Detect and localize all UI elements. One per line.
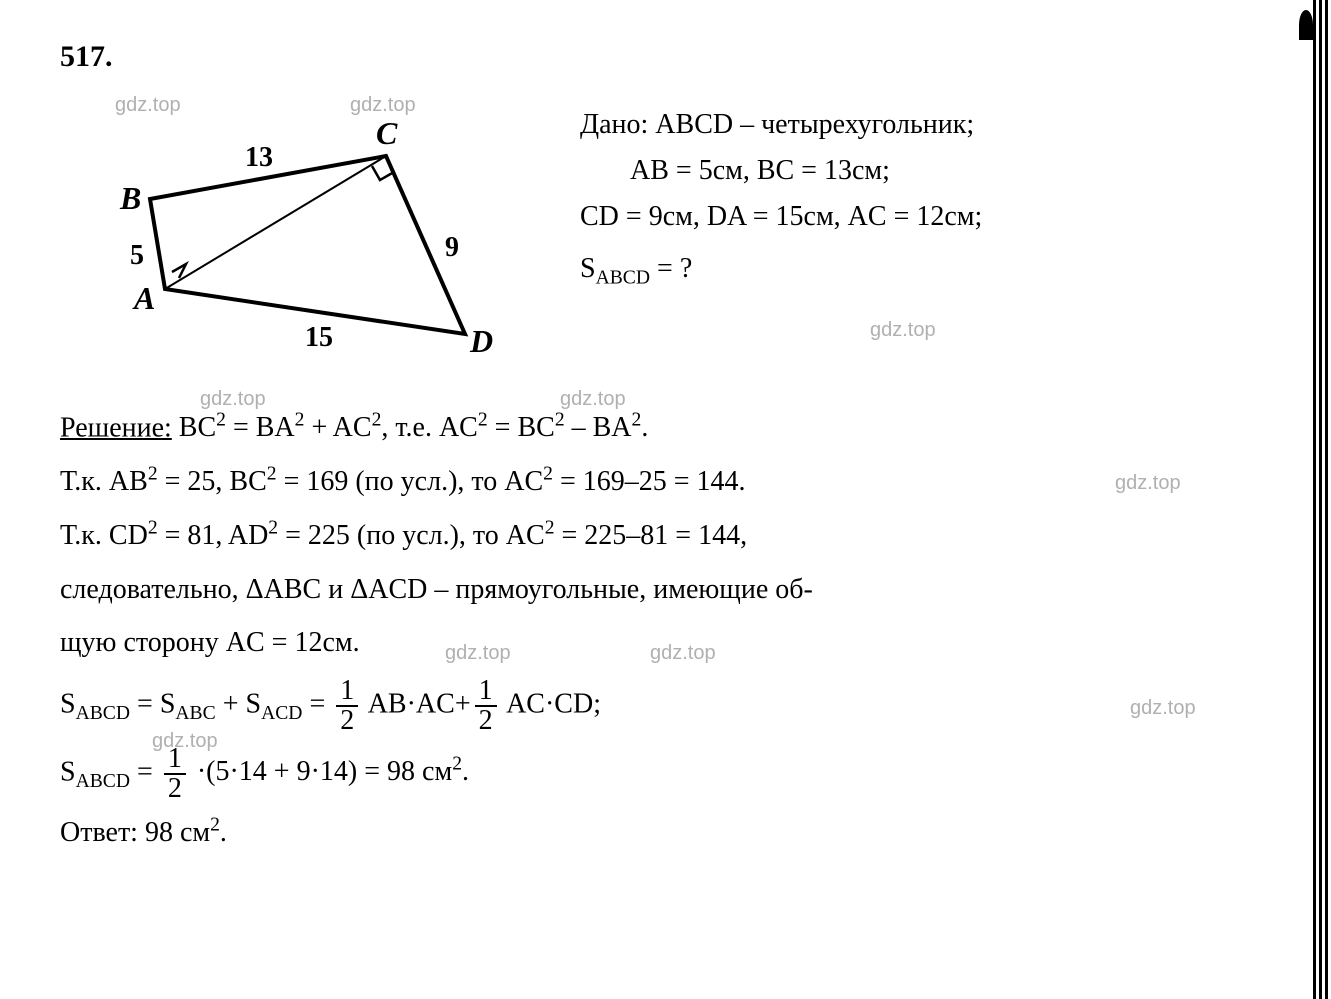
edge-label-ab: 5 xyxy=(130,240,144,271)
given-line-2: AB = 5см, BC = 13см; xyxy=(580,150,1271,192)
given-line-1: Дано: ABCD – четырехугольник; xyxy=(580,104,1271,146)
f1-sub3: ACD xyxy=(261,703,302,724)
f1-p1: AB·AC+ xyxy=(362,688,470,719)
top-section: gdz.top gdz.top A B C D 5 13 9 15 Дано: … xyxy=(60,104,1271,384)
problem-number: 517. xyxy=(60,40,1271,74)
f1-p2: AC·CD; xyxy=(501,688,601,719)
vertex-label-a: A xyxy=(132,280,155,316)
solution-line-2: Т.к. AB2 = 25, BC2 = 169 (по усл.), то A… xyxy=(60,458,1271,506)
quadrilateral-svg: A B C D 5 13 9 15 xyxy=(60,104,540,384)
solution-eq-2: Т.к. AB2 = 25, BC2 = 169 (по усл.), то A… xyxy=(60,466,746,497)
fraction-icon: 12 xyxy=(336,677,358,735)
solution-eq-1: BC2 = BA2 + AC2, т.е. AC2 = BC2 – BA2. xyxy=(172,412,649,443)
frac-den: 2 xyxy=(475,707,497,735)
watermark: gdz.top xyxy=(870,315,1271,345)
watermark: gdz.top xyxy=(1130,691,1196,725)
frac-den: 2 xyxy=(164,775,186,803)
frac-num: 1 xyxy=(475,677,497,707)
page-edge-decoration xyxy=(1313,0,1331,999)
fraction-icon: 12 xyxy=(475,677,497,735)
solution-formula-1: SABCD = SABC + SACD = 12 AB·AC+12 AC·CD;… xyxy=(60,677,1271,735)
solution-block: gdz.top gdz.top Решение: BC2 = BA2 + AC2… xyxy=(60,404,1271,857)
given-block: Дано: ABCD – четырехугольник; AB = 5см, … xyxy=(580,104,1271,384)
watermark: gdz.top xyxy=(1115,466,1181,500)
solution-eq-3: Т.к. CD2 = 81, AD2 = 225 (по усл.), то A… xyxy=(60,520,747,551)
f1-sub2: ABC xyxy=(175,703,215,724)
frac-num: 1 xyxy=(336,677,358,707)
f1-m2: + S xyxy=(216,688,261,719)
frac-num: 1 xyxy=(164,745,186,775)
solution-line-3: Т.к. CD2 = 81, AD2 = 225 (по усл.), то A… xyxy=(60,512,1271,560)
f2-body: ·(5·14 + 9·14) = 98 см2. xyxy=(190,756,469,787)
solution-line-4: следовательно, ΔABC и ΔACD – прямоугольн… xyxy=(60,566,1271,614)
geometry-diagram: gdz.top gdz.top A B C D 5 13 9 15 xyxy=(60,104,540,384)
given-line-4: SABCD = ? xyxy=(580,248,1271,293)
solution-line-1: Решение: BC2 = BA2 + AC2, т.е. AC2 = BC2… xyxy=(60,404,1271,452)
solution-formula-2: SABCD = 12 ·(5·14 + 9·14) = 98 см2. xyxy=(60,745,1271,803)
f1-sub1: ABCD xyxy=(76,703,130,724)
right-angle-a xyxy=(172,264,186,278)
f1-m3: = xyxy=(302,688,332,719)
fraction-icon: 12 xyxy=(164,745,186,803)
given-s-sub: ABCD xyxy=(596,268,650,289)
watermark: gdz.top xyxy=(350,94,416,117)
f2-s: S xyxy=(60,756,76,787)
f2-m: = xyxy=(130,756,160,787)
given-line-3: CD = 9см, DA = 15см, AC = 12см; xyxy=(580,196,1271,238)
edge-label-da: 15 xyxy=(305,322,333,353)
edge-label-bc: 13 xyxy=(245,142,273,173)
vertex-label-d: D xyxy=(469,323,493,359)
answer-text: Ответ: 98 см2. xyxy=(60,817,227,848)
solution-label: Решение: xyxy=(60,412,172,443)
edge-label-cd: 9 xyxy=(445,232,459,263)
frac-den: 2 xyxy=(336,707,358,735)
quadrilateral-shape xyxy=(150,156,465,334)
watermark: gdz.top xyxy=(650,636,716,670)
watermark: gdz.top xyxy=(445,636,511,670)
given-s-post: = ? xyxy=(650,253,692,284)
given-s: S xyxy=(580,253,596,284)
watermark: gdz.top xyxy=(115,94,181,117)
f1-m1: = S xyxy=(130,688,175,719)
f1-s1: S xyxy=(60,688,76,719)
answer-line: Ответ: 98 см2. xyxy=(60,809,1271,857)
f2-sub: ABCD xyxy=(76,771,130,792)
vertex-label-b: B xyxy=(119,180,141,216)
vertex-label-c: C xyxy=(376,115,398,151)
